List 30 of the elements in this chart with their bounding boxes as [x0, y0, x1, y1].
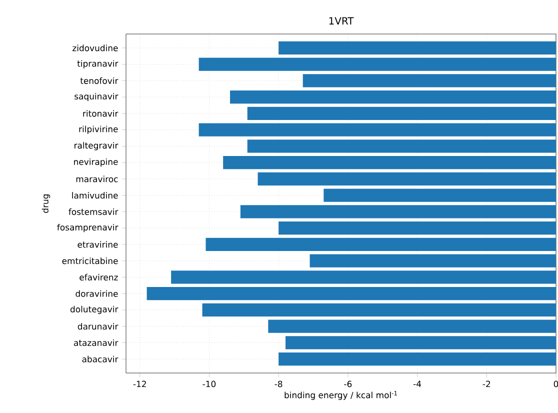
y-tick-label: saquinavir [74, 92, 118, 102]
y-tick-label: etravirine [78, 241, 118, 248]
y-tick-label: tenofovir [80, 77, 118, 84]
y-tick-label: ritonavir [83, 110, 118, 117]
y-tick-label: lamivudine [72, 192, 118, 199]
y-tick-label: rilpivirine [79, 126, 118, 134]
y-tick-label: zidovudine [72, 44, 118, 52]
y-tick-label: maraviroc [76, 176, 118, 182]
y-tick-label: dolutegavir [70, 306, 118, 314]
x-tick-label: -10 [202, 380, 216, 388]
chart-title: 1VRT [329, 17, 354, 25]
y-tick-label: tipranavir [77, 60, 118, 68]
y-tick-label: doravirine [76, 290, 118, 297]
y-tick-label: nevirapine [74, 158, 118, 167]
y-tick-label: abacavir [82, 356, 118, 362]
y-tick-label: emtricitabine [62, 258, 118, 264]
x-tick-label: -12 [133, 380, 146, 388]
y-tick-label: fostemsavir [68, 208, 118, 215]
y-tick-label: efavirenz [80, 274, 118, 280]
x-axis-title: binding energy / kcal mol$^{-1}$ [284, 391, 397, 400]
y-tick-label: darunavir [78, 323, 118, 330]
y-tick-label: raltegravir [74, 142, 118, 150]
x-tick-label: -6 [344, 380, 352, 388]
x-tick-label: 0 [554, 380, 558, 388]
x-tick-label: -8 [274, 380, 282, 388]
y-tick-label: atazanavir [74, 339, 118, 346]
x-tick-label: -2 [482, 380, 490, 388]
y-axis-title: drug [42, 194, 50, 213]
x-tick-label: -4 [413, 380, 422, 387]
y-tick-label: fosamprenavir [57, 224, 118, 232]
